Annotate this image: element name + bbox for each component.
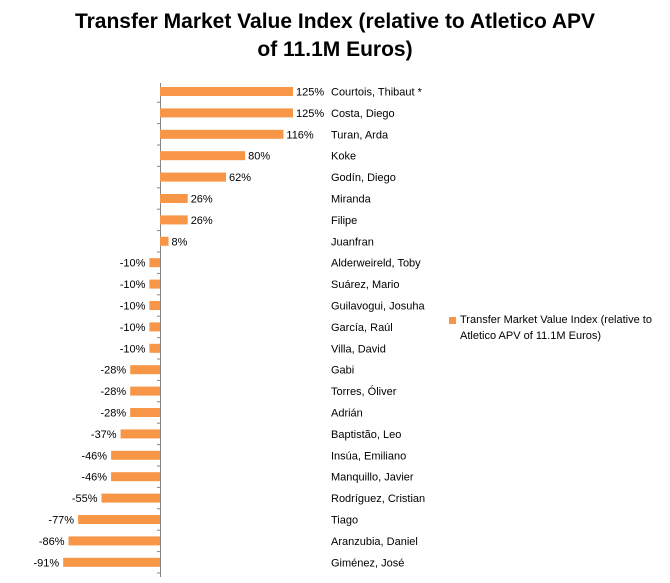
category-label: Filipe [331, 215, 357, 227]
bar [149, 343, 160, 353]
bar [160, 172, 226, 182]
category-label: Giménez, José [331, 557, 404, 569]
bar [111, 450, 160, 460]
data-label: -86% [39, 536, 65, 548]
legend-swatch [449, 317, 456, 324]
category-label: Godín, Diego [331, 172, 396, 184]
category-label: Aranzubia, Daniel [331, 536, 418, 548]
category-label: Turan, Arda [331, 129, 389, 141]
data-label: -28% [101, 408, 127, 420]
category-label: García, Raúl [331, 322, 393, 334]
category-label: Villa, David [331, 343, 386, 355]
category-label: Miranda [331, 194, 372, 206]
category-label: Suárez, Mario [331, 279, 399, 291]
data-label: 125% [296, 108, 324, 120]
category-label: Alderweireld, Toby [331, 258, 421, 270]
category-label: Tiago [331, 515, 358, 527]
data-label: -91% [34, 557, 60, 569]
category-label: Costa, Diego [331, 108, 395, 120]
data-label: -37% [91, 429, 117, 441]
data-label: -55% [72, 493, 98, 505]
bar [149, 258, 160, 268]
data-label: -10% [120, 258, 146, 270]
bar [160, 87, 293, 96]
bar [160, 108, 293, 118]
bar [130, 386, 160, 396]
data-label: 26% [191, 215, 213, 227]
bar [160, 129, 284, 139]
category-label: Koke [331, 151, 356, 163]
category-label: Torres, Óliver [331, 385, 397, 398]
data-label: 26% [191, 194, 213, 206]
chart-title-line-1: Transfer Market Value Index (relative to… [74, 10, 596, 33]
data-label: -10% [120, 301, 146, 313]
data-label: -10% [120, 322, 146, 334]
bar [130, 408, 160, 417]
bar [68, 536, 160, 546]
bar [63, 557, 161, 567]
category-label: Rodríguez, Cristian [331, 493, 425, 505]
bar [160, 215, 188, 225]
bar [160, 194, 188, 203]
data-label: -46% [81, 450, 107, 462]
bar [130, 365, 160, 375]
bar [160, 151, 246, 161]
category-label: Adrián [331, 408, 363, 420]
data-label: -10% [120, 343, 146, 355]
bar [149, 301, 160, 310]
data-label: -28% [101, 365, 127, 377]
chart-title-line-2: of 11.1M Euros) [257, 38, 413, 61]
category-label: Manquillo, Javier [331, 472, 414, 484]
data-label: -10% [120, 279, 146, 291]
data-label: 125% [296, 87, 324, 99]
category-label: Gabi [331, 365, 354, 377]
category-label: Juanfran [331, 236, 374, 248]
data-label: 8% [172, 236, 188, 248]
data-label: 62% [229, 172, 251, 184]
data-label: -77% [48, 515, 74, 527]
chart-title: Transfer Market Value Index (relative to… [0, 8, 670, 64]
legend: Transfer Market Value Index (relative to… [449, 312, 664, 344]
category-label: Baptistão, Leo [331, 429, 401, 441]
bar [160, 236, 169, 246]
bar [149, 279, 160, 289]
data-label: 116% [286, 129, 314, 141]
legend-label: Transfer Market Value Index (relative to… [460, 314, 652, 342]
bar [101, 493, 160, 503]
category-label: Guilavogui, Josuha [331, 301, 425, 313]
bar [149, 322, 160, 332]
data-label: -46% [81, 472, 107, 484]
bar [78, 515, 160, 524]
data-label: -28% [101, 386, 127, 398]
category-label: Courtois, Thibaut * [331, 87, 423, 99]
data-label: 80% [248, 151, 270, 163]
bar [120, 429, 160, 439]
category-label: Insúa, Emiliano [331, 450, 406, 462]
bar [111, 472, 160, 482]
